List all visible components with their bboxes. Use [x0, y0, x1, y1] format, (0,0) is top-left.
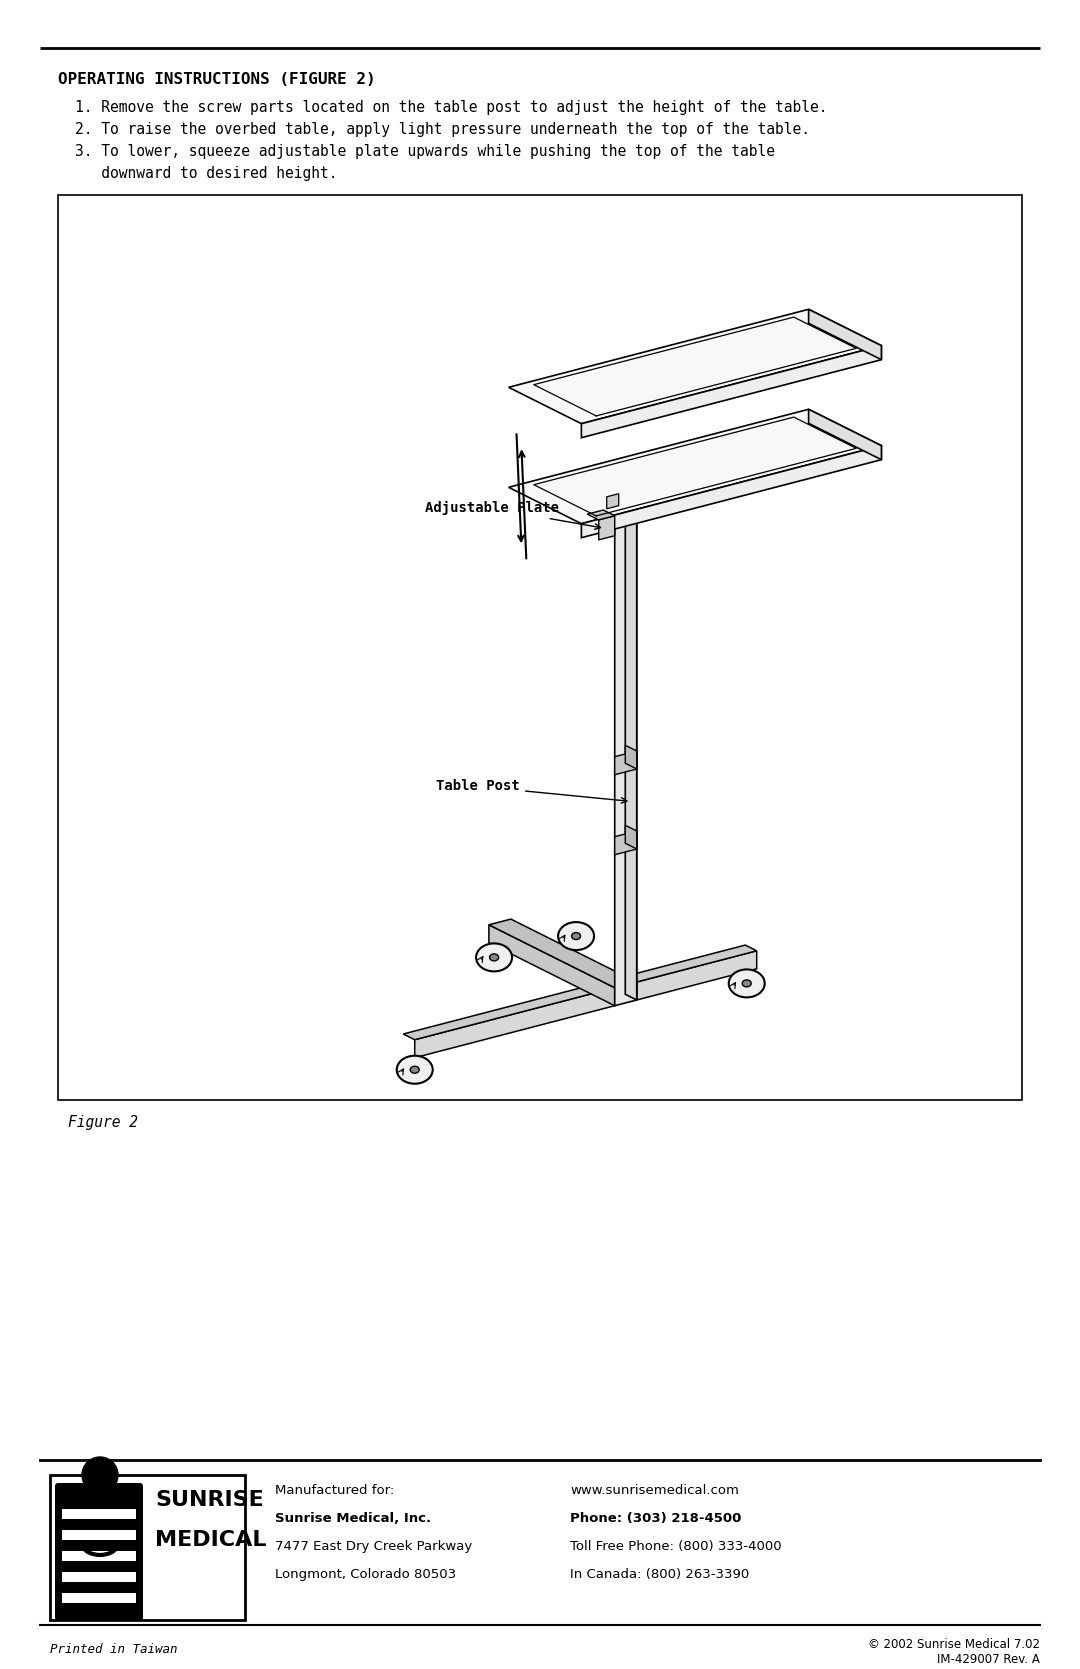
Text: Table Post: Table Post	[436, 779, 626, 803]
Bar	[62, 1551, 136, 1561]
Ellipse shape	[410, 1066, 419, 1073]
Text: OPERATING INSTRUCTIONS (FIGURE 2): OPERATING INSTRUCTIONS (FIGURE 2)	[58, 72, 376, 87]
Text: Longmont, Colorado 80503: Longmont, Colorado 80503	[275, 1567, 456, 1581]
Text: Phone: (303) 218-4500: Phone: (303) 218-4500	[570, 1512, 741, 1525]
Polygon shape	[809, 409, 881, 459]
Polygon shape	[615, 831, 637, 855]
Ellipse shape	[396, 1056, 433, 1083]
Polygon shape	[607, 494, 619, 509]
Text: Adjustable Plate: Adjustable Plate	[424, 501, 600, 529]
Text: www.sunrisemedical.com: www.sunrisemedical.com	[570, 1484, 739, 1497]
Polygon shape	[403, 981, 615, 1040]
Text: .: .	[243, 1551, 247, 1566]
Bar	[62, 1572, 136, 1582]
Text: 2. To raise the overbed table, apply light pressure underneath the top of the ta: 2. To raise the overbed table, apply lig…	[75, 122, 810, 137]
Polygon shape	[615, 751, 637, 774]
Text: Figure 2: Figure 2	[68, 1115, 138, 1130]
Text: Sunrise Medical, Inc.: Sunrise Medical, Inc.	[275, 1512, 431, 1525]
Polygon shape	[489, 925, 615, 1006]
Bar	[62, 1530, 136, 1540]
Text: Toll Free Phone: (800) 333-4000: Toll Free Phone: (800) 333-4000	[570, 1540, 782, 1552]
Polygon shape	[489, 920, 637, 988]
Polygon shape	[581, 345, 881, 437]
Polygon shape	[509, 309, 881, 424]
Polygon shape	[581, 446, 881, 537]
Bar	[50, 1475, 245, 1621]
Text: downward to desired height.: downward to desired height.	[75, 165, 337, 180]
Polygon shape	[625, 824, 637, 850]
Circle shape	[82, 1457, 118, 1494]
Polygon shape	[509, 409, 881, 524]
Polygon shape	[637, 951, 757, 1000]
Text: 1. Remove the screw parts located on the table post to adjust the height of the : 1. Remove the screw parts located on the…	[75, 100, 827, 115]
Text: Manufactured for:: Manufactured for:	[275, 1484, 394, 1497]
Ellipse shape	[729, 970, 765, 998]
Polygon shape	[415, 988, 615, 1058]
Text: Printed in Taiwan: Printed in Taiwan	[50, 1642, 177, 1656]
Polygon shape	[625, 945, 757, 981]
Polygon shape	[598, 516, 615, 539]
Polygon shape	[625, 494, 637, 1000]
Text: In Canada: (800) 263-3390: In Canada: (800) 263-3390	[570, 1567, 750, 1581]
Ellipse shape	[742, 980, 752, 986]
Ellipse shape	[476, 943, 512, 971]
Ellipse shape	[489, 955, 499, 961]
Polygon shape	[625, 746, 637, 769]
Bar	[58, 195, 1022, 1100]
Text: 7477 East Dry Creek Parkway: 7477 East Dry Creek Parkway	[275, 1540, 472, 1552]
Ellipse shape	[571, 933, 581, 940]
Bar	[62, 1592, 136, 1602]
Bar	[62, 1509, 136, 1519]
Text: SUNRISE: SUNRISE	[156, 1490, 264, 1510]
Text: 3. To lower, squeeze adjustable plate upwards while pushing the top of the table: 3. To lower, squeeze adjustable plate up…	[75, 144, 775, 159]
Polygon shape	[588, 511, 615, 519]
Ellipse shape	[558, 921, 594, 950]
Text: MEDICAL: MEDICAL	[156, 1530, 267, 1551]
FancyBboxPatch shape	[55, 1484, 143, 1621]
Polygon shape	[615, 501, 637, 1006]
Text: © 2002 Sunrise Medical 7.02
IM-429007 Rev. A: © 2002 Sunrise Medical 7.02 IM-429007 Re…	[868, 1637, 1040, 1666]
Polygon shape	[809, 309, 881, 361]
